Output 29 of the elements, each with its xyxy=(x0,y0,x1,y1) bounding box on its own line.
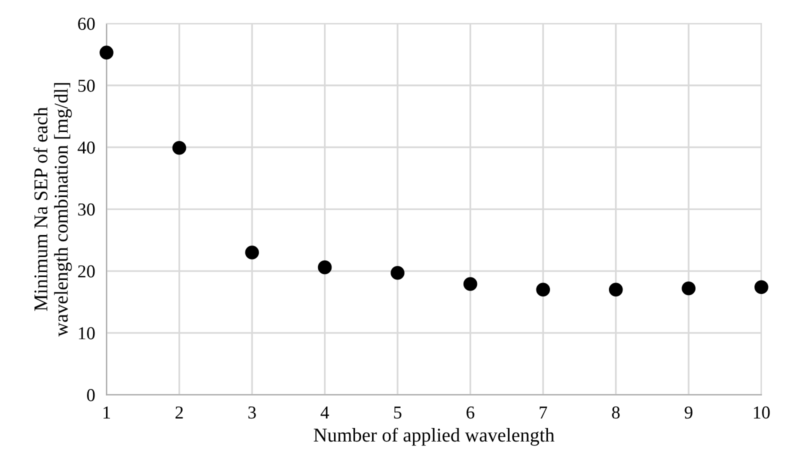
y-tick-label: 40 xyxy=(78,142,95,154)
y-tick-label: 50 xyxy=(78,80,95,92)
x-tick-label: 4 xyxy=(320,406,330,418)
point xyxy=(463,277,478,291)
point xyxy=(318,260,332,274)
x-tick-label: 3 xyxy=(248,406,256,419)
x-tick-label: 7 xyxy=(540,406,548,418)
point xyxy=(754,280,768,294)
point xyxy=(682,281,696,296)
y-tick-label: 10 xyxy=(78,327,95,340)
x-tick-label: 10 xyxy=(754,406,770,419)
y-tick-label: 60 xyxy=(78,18,95,30)
x-tick-label: 9 xyxy=(684,406,692,419)
point xyxy=(245,246,259,260)
point xyxy=(536,282,550,297)
x-tick-label: 6 xyxy=(466,406,474,419)
x-tick-label: 8 xyxy=(612,406,620,419)
y-tick-label: 0 xyxy=(87,389,95,402)
point xyxy=(172,140,186,155)
point xyxy=(390,266,404,280)
y-tick-label: 30 xyxy=(78,203,95,216)
x-tick-label: 5 xyxy=(394,406,402,419)
x-axis-title: Number of applied wavelength xyxy=(314,428,554,446)
y-axis-title: Minimum Na SEP of each wavelength combination [mg/dl] xyxy=(34,83,72,337)
point xyxy=(608,282,623,297)
x-tick-label: 1 xyxy=(104,406,110,418)
x-tick-label: 2 xyxy=(176,406,183,418)
point xyxy=(100,46,114,60)
y-tick-label: 20 xyxy=(78,265,95,278)
